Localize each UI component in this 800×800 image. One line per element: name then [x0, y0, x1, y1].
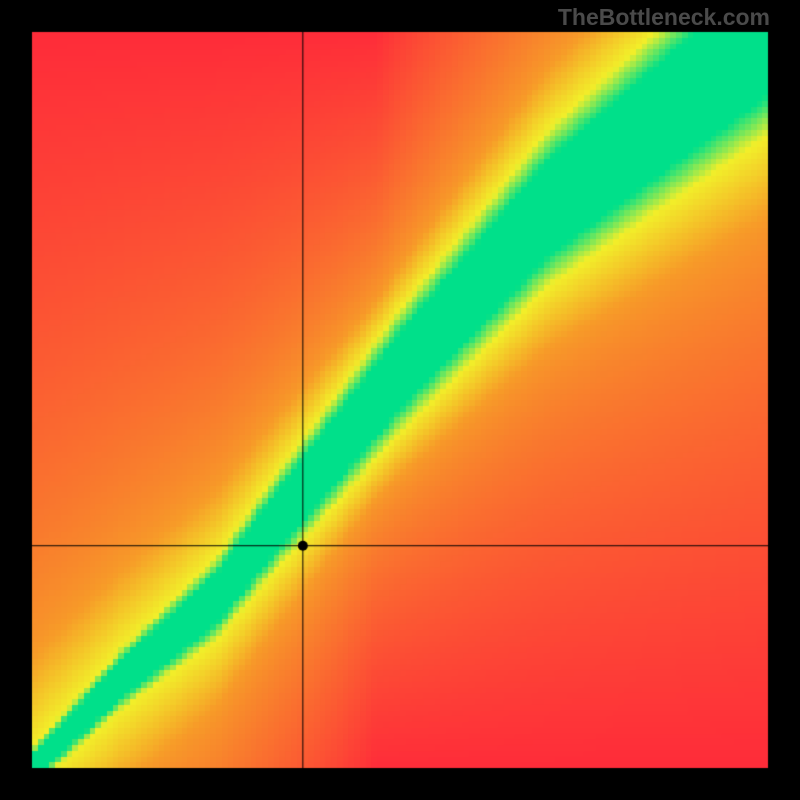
bottleneck-heatmap — [0, 0, 800, 800]
